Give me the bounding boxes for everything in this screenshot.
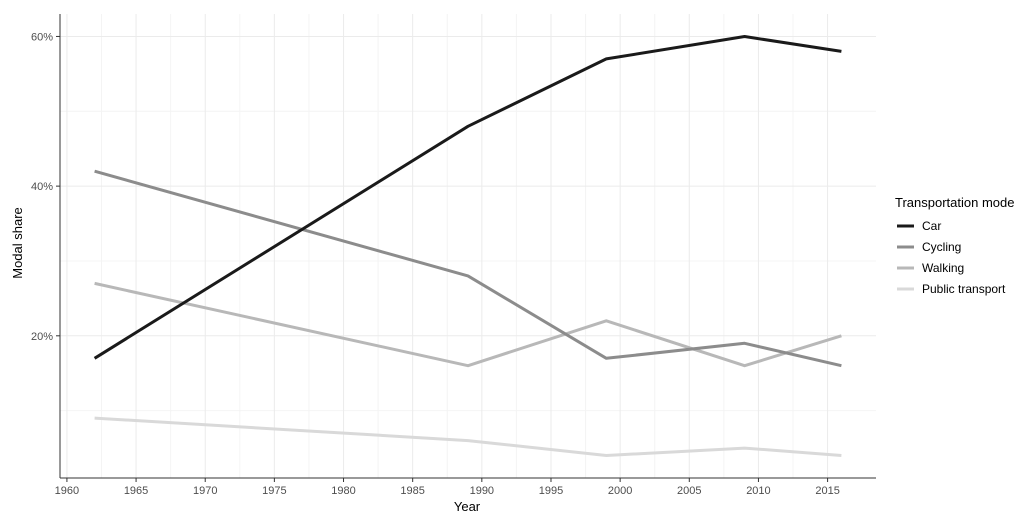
y-tick-label: 60% <box>31 31 53 43</box>
x-tick-label: 1960 <box>55 485 79 497</box>
x-axis-ticks: 1960 1965 1970 1975 1980 1985 1990 1995 2000 2005… <box>55 478 840 497</box>
major-horizontal-gridlines <box>60 35 876 337</box>
x-tick-label: 1965 <box>124 485 148 497</box>
minor-vertical-gridlines <box>100 14 794 478</box>
x-tick-label: 2015 <box>815 485 839 497</box>
minor-horizontal-gridlines <box>60 110 876 412</box>
series-line-public-transport <box>94 416 842 457</box>
legend-label-car: Car <box>922 219 941 233</box>
legend-title: Transportation mode <box>895 195 1014 210</box>
series-lines <box>93 35 842 457</box>
y-axis-ticks: 20% 40% 60% <box>31 31 60 343</box>
x-tick-label: 1980 <box>331 485 355 497</box>
series-line-car <box>93 35 842 360</box>
legend-label-cycling: Cycling <box>922 240 961 254</box>
x-tick-label: 1970 <box>193 485 217 497</box>
x-tick-label: 2000 <box>608 485 632 497</box>
legend-label-walking: Walking <box>922 261 964 275</box>
x-tick-label: 1975 <box>262 485 286 497</box>
legend-items: Car Cycling Walking Public transport <box>897 219 1006 296</box>
x-tick-label: 1995 <box>539 485 563 497</box>
y-axis-title: Modal share <box>10 207 25 279</box>
x-tick-label: 2005 <box>677 485 701 497</box>
y-tick-label: 20% <box>31 331 53 343</box>
legend: Transportation mode Car Cycling Walking Pub… <box>895 195 1014 296</box>
x-tick-label: 2010 <box>746 485 770 497</box>
series-line-cycling <box>94 169 842 368</box>
x-axis-title: Year <box>454 499 481 514</box>
x-tick-label: 1985 <box>400 485 424 497</box>
legend-label-public-transport: Public transport <box>922 282 1006 296</box>
series-line-walking <box>94 281 842 368</box>
x-tick-label: 1990 <box>470 485 494 497</box>
y-tick-label: 40% <box>31 181 53 193</box>
